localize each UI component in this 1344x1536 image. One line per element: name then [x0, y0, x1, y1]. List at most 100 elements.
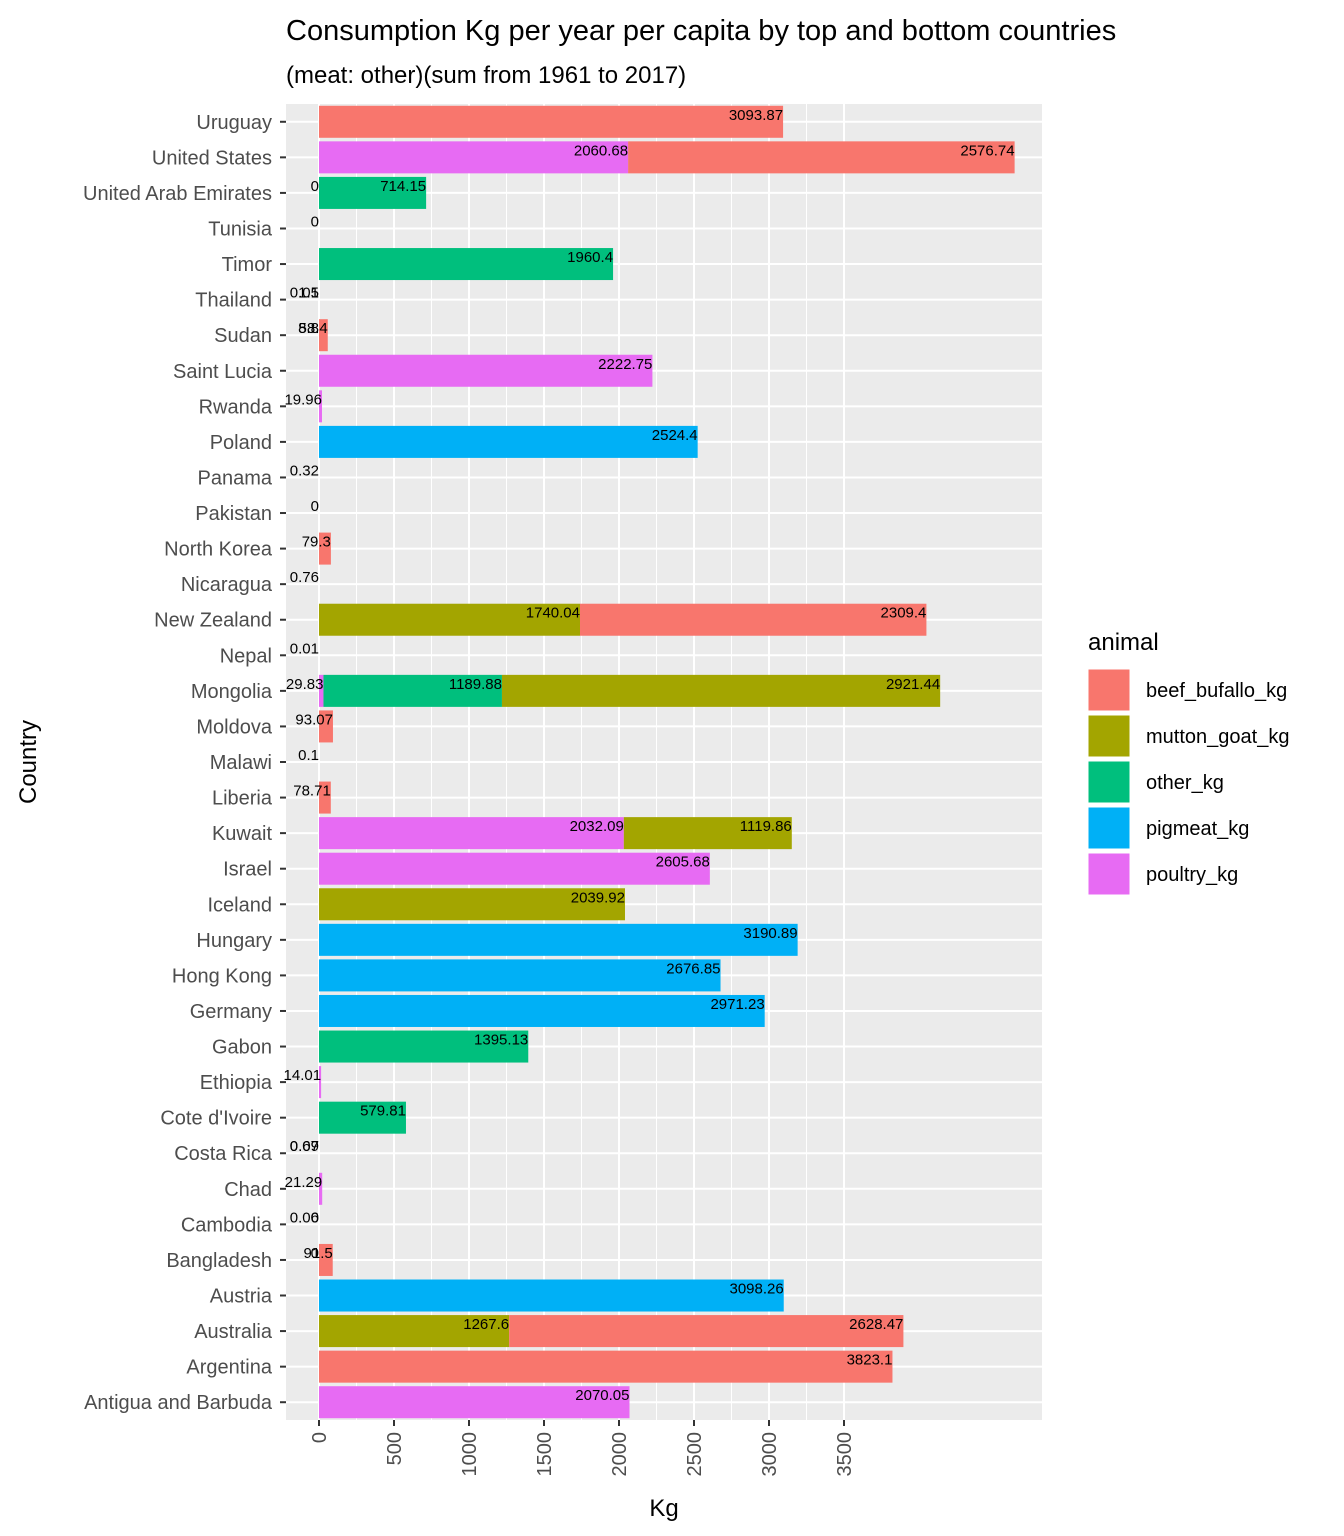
- grid-lines: [286, 104, 1042, 1420]
- bar-segment-mutton_goat_kg: [319, 888, 625, 921]
- bar-segment-other_kg: [319, 1030, 529, 1063]
- data-label: 2524.4: [652, 427, 698, 444]
- y-axis-title: Country: [15, 720, 42, 804]
- y-tick-label: Cambodia: [181, 1214, 273, 1236]
- bar-segment-pigmeat_kg: [319, 994, 765, 1027]
- y-tick-label: Hong Kong: [172, 965, 272, 987]
- data-label: 0: [311, 1209, 319, 1226]
- bar-segment-beef_bufallo_kg: [319, 319, 328, 352]
- y-tick-label: Cote d'Ivoire: [160, 1108, 272, 1130]
- bar-segment-other_kg: [323, 674, 502, 707]
- y-tick-label: Timor: [222, 254, 273, 276]
- bar-segment-mutton_goat_kg: [501, 674, 941, 707]
- bar-segment-beef_bufallo_kg: [580, 603, 927, 636]
- data-label: 2222.75: [598, 356, 652, 373]
- bar-segment-poultry_kg: [319, 674, 324, 707]
- legend-label-mutton_goat_kg: mutton_goat_kg: [1146, 726, 1289, 748]
- y-tick-label: Moldova: [196, 716, 272, 738]
- y-tick-label: United Arab Emirates: [83, 183, 272, 205]
- data-label: 714.15: [380, 178, 426, 195]
- x-tick-label: 3000: [759, 1432, 781, 1477]
- y-tick-label: Germany: [190, 1001, 272, 1023]
- legend-swatch-poultry_kg: [1087, 852, 1131, 896]
- x-tick-label: 0: [309, 1432, 331, 1443]
- x-axis-title: Kg: [649, 1495, 678, 1522]
- legend: animal beef_bufallo_kg mutton_goat_kgothe…: [1087, 629, 1289, 896]
- y-tick-label: New Zealand: [154, 610, 272, 632]
- bars: [319, 105, 1015, 1419]
- x-tick-label: 3500: [834, 1432, 856, 1477]
- y-tick-label: Liberia: [212, 788, 273, 810]
- y-tick-label: Tunisia: [208, 218, 273, 240]
- bar-segment-poultry_kg: [319, 852, 710, 885]
- data-label: 3098.26: [730, 1281, 784, 1298]
- bar-segment-other_kg: [319, 176, 427, 209]
- bar-segment-other_kg: [319, 1101, 406, 1134]
- legend-swatch-mutton_goat_kg: [1087, 714, 1131, 758]
- data-label: 0.69: [290, 1138, 319, 1155]
- legend-label-pigmeat_kg: pigmeat_kg: [1146, 818, 1249, 840]
- bar-segment-beef_bufallo_kg: [319, 532, 331, 565]
- data-label: 21.29: [285, 1174, 323, 1191]
- data-label: 2676.85: [666, 960, 720, 977]
- data-label: 0.06: [290, 1209, 319, 1226]
- bar-segment-beef_bufallo_kg: [319, 781, 331, 814]
- data-label: 1960.4: [567, 249, 613, 266]
- x-tick-label: 2500: [684, 1432, 706, 1477]
- bar-segment-pigmeat_kg: [319, 959, 721, 992]
- x-axis: 0 500 1000 1500 2000 2500 3000 3500: [309, 1420, 856, 1477]
- data-label: 2309.4: [881, 605, 927, 622]
- x-tick-label: 2000: [609, 1432, 631, 1477]
- bar-segment-beef_bufallo_kg: [319, 1350, 893, 1383]
- bar-segment-poultry_kg: [319, 141, 629, 174]
- y-tick-label: Australia: [194, 1321, 273, 1343]
- data-label: 2921.44: [886, 676, 940, 693]
- data-label: 3823.1: [847, 1352, 893, 1369]
- data-label: 78.71: [293, 783, 331, 800]
- data-label: 0.76: [290, 569, 319, 586]
- bar-segment-beef_bufallo_kg: [319, 1243, 333, 1276]
- data-label: 0.1: [298, 747, 319, 764]
- bar-segment-beef_bufallo_kg: [319, 105, 784, 138]
- bar-segment-beef_bufallo_kg: [628, 141, 1015, 174]
- bar-segment-poultry_kg: [319, 817, 624, 850]
- data-label: 0: [311, 213, 319, 230]
- y-tick-label: Poland: [210, 432, 272, 454]
- y-tick-label: Iceland: [208, 894, 273, 916]
- legend-title: animal: [1088, 629, 1159, 656]
- y-tick-label: Hungary: [196, 930, 272, 952]
- data-label: 0.05: [290, 285, 319, 302]
- bar-segment-poultry_kg: [319, 1172, 323, 1205]
- bar-segment-pigmeat_kg: [319, 1279, 784, 1312]
- bar-segment-mutton_goat_kg: [319, 603, 581, 636]
- bar-segment-poultry_kg: [319, 1386, 630, 1419]
- y-tick-label: Antigua and Barbuda: [84, 1392, 273, 1414]
- x-tick-label: 1000: [459, 1432, 481, 1477]
- y-tick-label: Thailand: [195, 290, 272, 312]
- bar-segment-beef_bufallo_kg: [319, 710, 333, 743]
- y-tick-label: Nicaragua: [181, 574, 273, 596]
- y-tick-label: Panama: [198, 467, 273, 489]
- data-label: 8.8: [298, 320, 319, 337]
- legend-label-poultry_kg: poultry_kg: [1146, 864, 1238, 886]
- legend-label-other_kg: other_kg: [1146, 772, 1224, 794]
- data-label: 2032.09: [570, 818, 624, 835]
- x-tick-label: 1500: [534, 1432, 556, 1477]
- y-tick-label: Mongolia: [191, 681, 273, 703]
- data-label: 29.83: [286, 676, 324, 693]
- bar-segment-poultry_kg: [319, 390, 322, 423]
- legend-label-beef_bufallo_kg: beef_bufallo_kg: [1146, 680, 1287, 702]
- bar-segment-pigmeat_kg: [319, 923, 798, 956]
- data-label: 2971.23: [710, 996, 764, 1013]
- y-axis: Uruguay United States United Arab Emirates…: [83, 112, 286, 1414]
- data-label: 2605.68: [656, 854, 710, 871]
- bar-segment-mutton_goat_kg: [623, 817, 792, 850]
- data-label: 1740.04: [526, 605, 580, 622]
- data-label: 2070.05: [575, 1387, 629, 1404]
- data-label: 0.07: [290, 1138, 319, 1155]
- data-label: 58.4: [299, 320, 328, 337]
- y-tick-label: Bangladesh: [166, 1250, 272, 1272]
- data-label: 1395.13: [474, 1032, 528, 1049]
- legend-swatch-pigmeat_kg: [1087, 806, 1131, 850]
